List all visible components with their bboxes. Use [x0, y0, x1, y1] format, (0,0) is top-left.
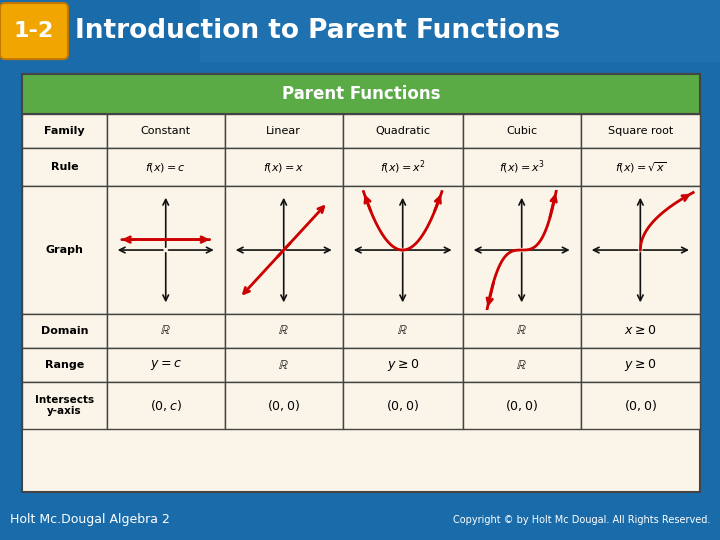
- Bar: [343, 186, 463, 314]
- FancyBboxPatch shape: [512, 0, 538, 62]
- Text: $(0, c)$: $(0, c)$: [150, 398, 181, 413]
- Bar: [225, 348, 343, 382]
- FancyBboxPatch shape: [330, 0, 356, 62]
- Text: $(0, 0)$: $(0, 0)$: [386, 398, 419, 413]
- Text: $\mathbb{R}$: $\mathbb{R}$: [279, 359, 289, 372]
- Text: $f(x) = x^3$: $f(x) = x^3$: [499, 158, 545, 176]
- Text: $(0, 0)$: $(0, 0)$: [624, 398, 657, 413]
- Text: $y \geq 0$: $y \geq 0$: [387, 357, 419, 373]
- Text: Quadratic: Quadratic: [375, 126, 430, 136]
- Text: $\mathbb{R}$: $\mathbb{R}$: [516, 359, 527, 372]
- Text: $\mathbb{R}$: $\mathbb{R}$: [161, 325, 171, 338]
- FancyBboxPatch shape: [226, 0, 252, 62]
- FancyBboxPatch shape: [590, 0, 616, 62]
- Text: $f(x) = \sqrt{x}$: $f(x) = \sqrt{x}$: [615, 160, 666, 174]
- Bar: [580, 114, 700, 148]
- Bar: [225, 186, 343, 314]
- Bar: [463, 382, 580, 429]
- FancyBboxPatch shape: [694, 0, 720, 62]
- Bar: [580, 148, 700, 186]
- Text: $x \geq 0$: $x \geq 0$: [624, 325, 657, 338]
- Text: $(0, 0)$: $(0, 0)$: [505, 398, 538, 413]
- FancyBboxPatch shape: [278, 0, 304, 62]
- Text: Intersects
y-axis: Intersects y-axis: [35, 395, 94, 416]
- FancyBboxPatch shape: [486, 0, 512, 62]
- Bar: [22, 114, 107, 148]
- Text: Holt Mc.Dougal Algebra 2: Holt Mc.Dougal Algebra 2: [10, 513, 170, 526]
- Text: 1-2: 1-2: [14, 21, 54, 41]
- Bar: [107, 148, 225, 186]
- Bar: [22, 148, 107, 186]
- Bar: [225, 114, 343, 148]
- FancyBboxPatch shape: [668, 0, 694, 62]
- Bar: [463, 148, 580, 186]
- Bar: [107, 348, 225, 382]
- FancyBboxPatch shape: [434, 0, 460, 62]
- Text: $f(x) = x^2$: $f(x) = x^2$: [379, 158, 426, 176]
- FancyBboxPatch shape: [460, 0, 486, 62]
- Bar: [107, 114, 225, 148]
- Text: $f(x) = c$: $f(x) = c$: [145, 161, 186, 174]
- Text: Linear: Linear: [266, 126, 301, 136]
- Text: $\mathbb{R}$: $\mathbb{R}$: [279, 325, 289, 338]
- FancyBboxPatch shape: [642, 0, 668, 62]
- FancyBboxPatch shape: [356, 0, 382, 62]
- Text: Introduction to Parent Functions: Introduction to Parent Functions: [75, 18, 560, 44]
- Text: Rule: Rule: [50, 162, 78, 172]
- Text: Cubic: Cubic: [506, 126, 537, 136]
- Bar: [580, 382, 700, 429]
- Bar: [225, 382, 343, 429]
- Bar: [580, 348, 700, 382]
- Bar: [580, 314, 700, 348]
- Bar: [463, 314, 580, 348]
- Bar: [463, 348, 580, 382]
- FancyBboxPatch shape: [564, 0, 590, 62]
- Bar: [107, 186, 225, 314]
- Bar: [107, 382, 225, 429]
- Bar: [580, 186, 700, 314]
- Bar: [343, 114, 463, 148]
- Text: $\mathbb{R}$: $\mathbb{R}$: [516, 325, 527, 338]
- Bar: [22, 314, 107, 348]
- Text: $\mathbb{R}$: $\mathbb{R}$: [397, 325, 408, 338]
- FancyBboxPatch shape: [382, 0, 408, 62]
- FancyBboxPatch shape: [408, 0, 434, 62]
- Text: Range: Range: [45, 360, 84, 370]
- Bar: [225, 314, 343, 348]
- Text: Parent Functions: Parent Functions: [282, 85, 440, 103]
- Bar: [225, 148, 343, 186]
- FancyBboxPatch shape: [616, 0, 642, 62]
- FancyBboxPatch shape: [252, 0, 278, 62]
- Text: Family: Family: [44, 126, 85, 136]
- Text: $f(x) = x$: $f(x) = x$: [263, 161, 305, 174]
- Text: Constant: Constant: [140, 126, 191, 136]
- FancyBboxPatch shape: [0, 3, 68, 59]
- Text: Graph: Graph: [45, 245, 84, 255]
- Bar: [22, 348, 107, 382]
- Text: Square root: Square root: [608, 126, 673, 136]
- Bar: [343, 314, 463, 348]
- Text: Copyright © by Holt Mc Dougal. All Rights Reserved.: Copyright © by Holt Mc Dougal. All Right…: [453, 515, 710, 525]
- Text: $y = c$: $y = c$: [150, 358, 181, 372]
- Text: $y \geq 0$: $y \geq 0$: [624, 357, 657, 373]
- FancyBboxPatch shape: [304, 0, 330, 62]
- Text: $(0, 0)$: $(0, 0)$: [267, 398, 300, 413]
- Bar: [343, 148, 463, 186]
- FancyBboxPatch shape: [538, 0, 564, 62]
- Bar: [22, 382, 107, 429]
- Text: Domain: Domain: [40, 326, 88, 336]
- Bar: [22, 186, 107, 314]
- Bar: [463, 186, 580, 314]
- FancyBboxPatch shape: [200, 0, 226, 62]
- Bar: [343, 348, 463, 382]
- Bar: [463, 114, 580, 148]
- Bar: [22, 74, 700, 114]
- Bar: [107, 314, 225, 348]
- Bar: [343, 382, 463, 429]
